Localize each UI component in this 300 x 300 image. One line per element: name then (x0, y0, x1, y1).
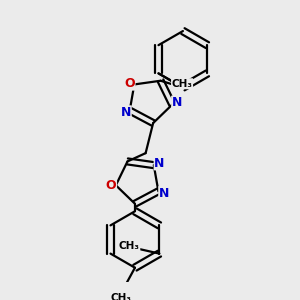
Text: N: N (159, 187, 169, 200)
Text: N: N (172, 96, 182, 109)
Text: N: N (154, 157, 165, 170)
Text: N: N (121, 106, 131, 119)
Text: O: O (106, 179, 116, 192)
Text: CH₃: CH₃ (119, 241, 140, 251)
Text: CH₃: CH₃ (172, 79, 193, 89)
Text: CH₃: CH₃ (110, 293, 131, 300)
Text: O: O (124, 77, 135, 90)
